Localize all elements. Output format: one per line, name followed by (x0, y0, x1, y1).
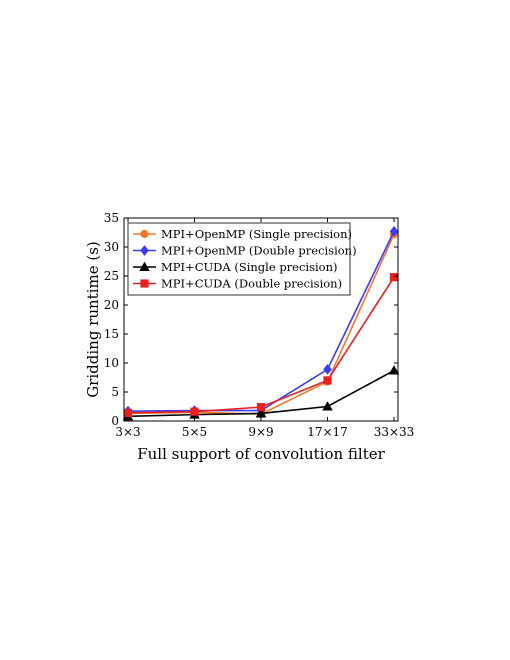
legend-marker (140, 279, 149, 288)
y-axis-title: Gridding runtime (s) (84, 241, 102, 398)
legend-label: MPI+OpenMP (Single precision) (161, 227, 352, 241)
y-tick-label: 25 (104, 269, 119, 283)
data-point (255, 408, 267, 418)
y-tick-label: 30 (104, 240, 119, 254)
data-point (256, 402, 266, 412)
y-tick-label: 35 (104, 211, 119, 225)
axes: 0 5 10 15 20 25 30 35 3×3 5×5 9×9 17×17 33×33 (104, 211, 415, 439)
data-point (190, 407, 199, 416)
legend-box (127, 222, 351, 296)
legend-marker (139, 261, 150, 272)
plot-area (122, 225, 400, 421)
legend-marker (140, 245, 149, 256)
data-point (322, 401, 333, 411)
legend-label: MPI+OpenMP (Double precision) (161, 244, 357, 258)
legend: MPI+OpenMP (Single precision) MPI+OpenMP … (127, 222, 357, 296)
legend-label: MPI+CUDA (Single precision) (161, 260, 338, 274)
x-tick-label: 3×3 (115, 425, 140, 439)
x-tick-label: 5×5 (182, 425, 207, 439)
y-tick-label: 5 (111, 385, 119, 399)
data-point (389, 273, 399, 282)
x-tick-label: 33×33 (374, 425, 415, 439)
x-tick-label: 9×9 (248, 425, 273, 439)
x-tick-label: 17×17 (307, 425, 348, 439)
y-tick-label: 20 (104, 298, 119, 312)
data-point (389, 225, 399, 237)
y-tick-label: 10 (104, 356, 119, 370)
x-axis-title: Full support of convolution filter (137, 445, 385, 463)
data-point (388, 365, 400, 375)
legend-marker (140, 229, 149, 239)
y-tick-label: 0 (111, 414, 119, 428)
legend-label: MPI+CUDA (Double precision) (161, 277, 342, 291)
data-point (323, 363, 332, 375)
y-tick-label: 15 (104, 327, 119, 341)
data-point (123, 408, 133, 417)
data-point (323, 376, 332, 385)
series-3 (123, 273, 399, 417)
